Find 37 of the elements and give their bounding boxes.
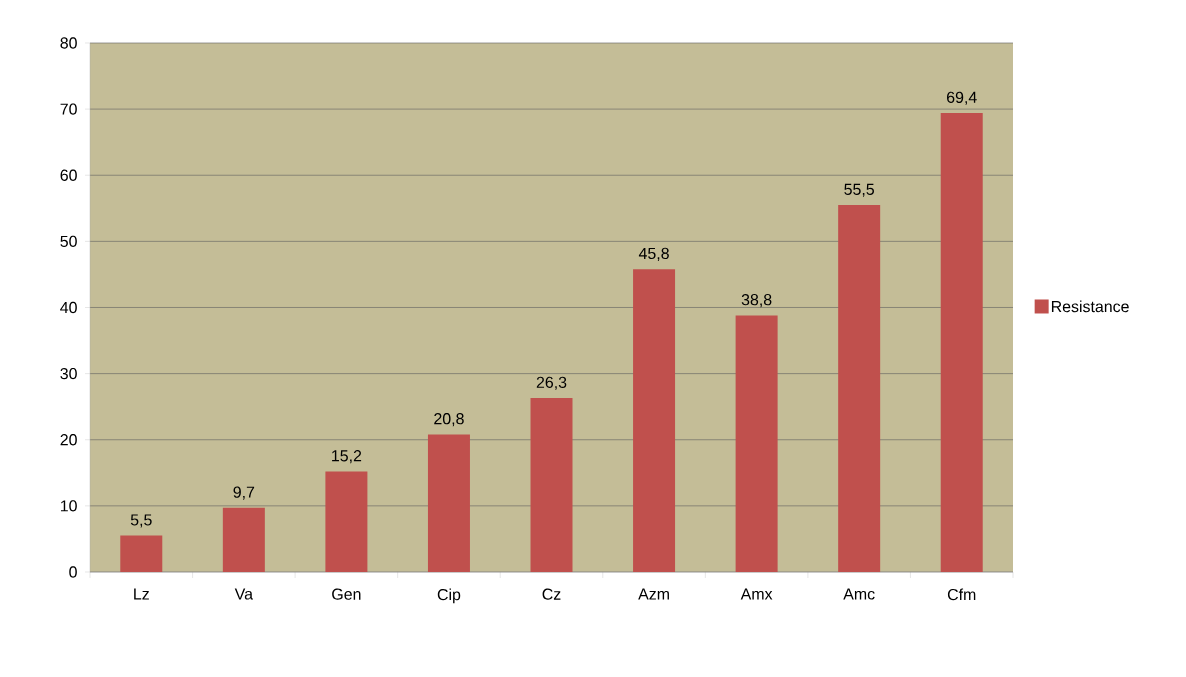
bar [427,434,470,572]
y-tick-label: 0 [69,566,77,578]
x-tick-label: Gen [332,588,361,600]
bar [325,471,368,572]
x-tick-label: Lz [134,588,149,600]
data-label: 45,8 [638,247,669,261]
bar [838,204,881,572]
x-tick-label: Cip [437,588,461,604]
data-label: 5,5 [130,514,152,528]
x-tick-label: Azm [638,588,669,600]
y-tick-label: 40 [60,301,77,314]
data-label: 38,8 [741,294,772,308]
bar [222,507,265,572]
legend-label: Resistance [1051,300,1129,313]
y-tick-label: 50 [60,235,77,247]
x-tick-label: Cz [542,588,561,600]
data-label: 9,7 [233,486,255,500]
data-label: 26,3 [536,376,567,390]
x-tick-label: Amc [843,588,875,600]
bar [633,269,676,572]
y-tick-label: 30 [60,367,77,380]
y-tick-label: 80 [60,37,77,49]
bar [940,113,983,572]
bar [530,398,573,572]
data-label: 69,4 [947,91,977,105]
data-label: 55,5 [844,183,874,197]
y-tick-label: 20 [60,434,77,446]
x-tick-label: Va [234,588,253,600]
x-tick-label: Cfm [947,588,976,601]
data-label: 15,2 [332,450,362,464]
data-label: 20,8 [434,413,464,427]
x-tick-label: Amx [740,588,773,600]
y-tick-label: 70 [60,103,77,115]
y-tick-label: 60 [60,169,77,181]
bar [120,535,163,572]
bar [735,315,778,572]
y-tick-label: 10 [60,500,77,512]
